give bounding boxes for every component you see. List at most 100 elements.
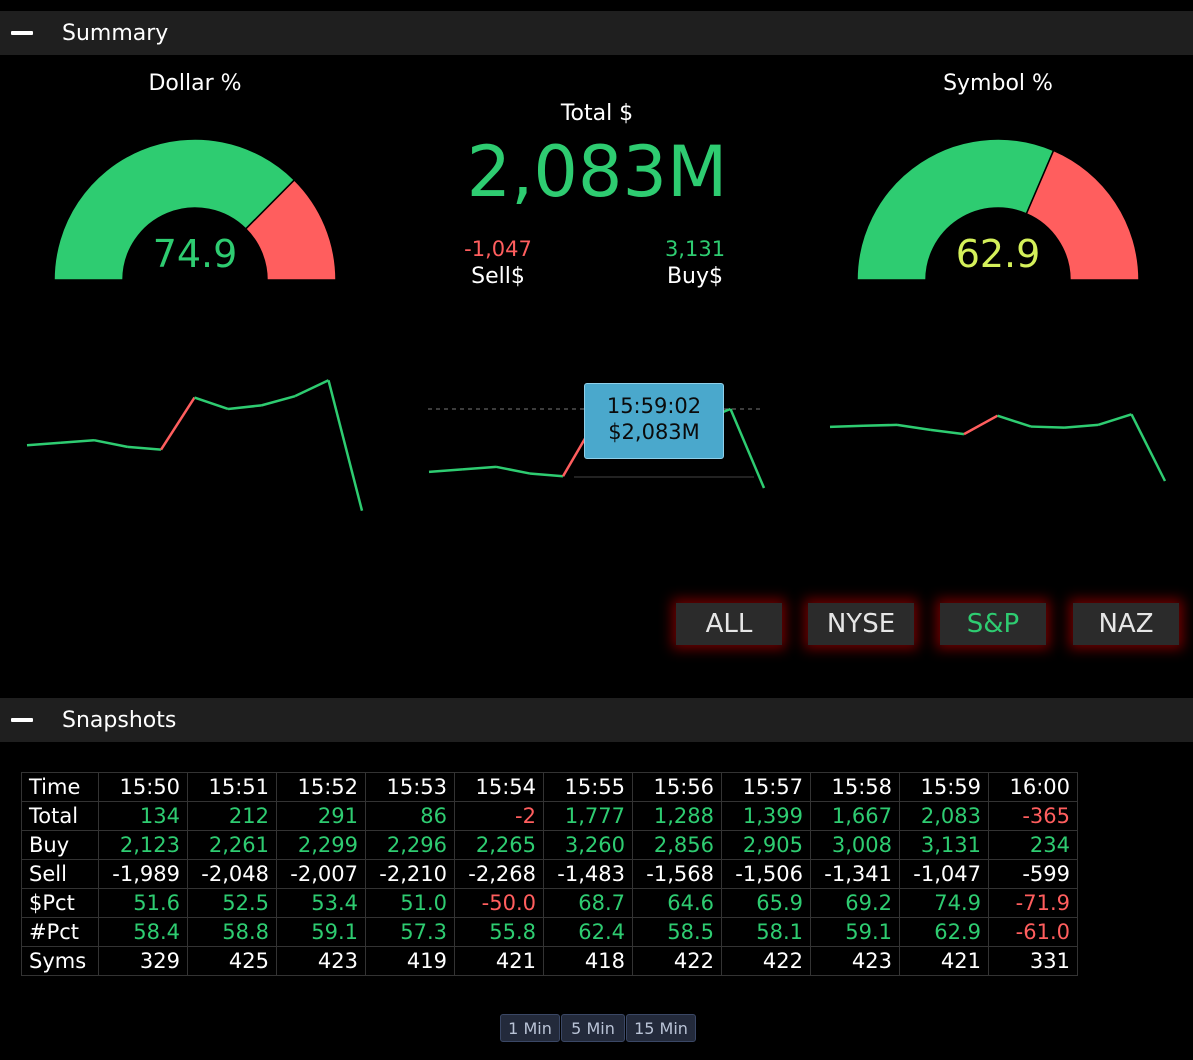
time-header-cell: 16:00	[988, 772, 1078, 802]
symbol-pct-red-arc	[1025, 149, 1140, 281]
table-cell: 1,288	[632, 801, 722, 831]
total-label: Total $	[560, 101, 634, 126]
symbol-pct-title: Symbol %	[943, 71, 1053, 96]
table-cell: 329	[98, 946, 188, 976]
symbol-pct-gauge	[856, 138, 1140, 281]
table-cell: 1,399	[721, 801, 811, 831]
dollar-pct-sparkline-segment	[261, 394, 296, 407]
table-cell: 2,296	[365, 830, 455, 860]
table-cell: 3,260	[543, 830, 633, 860]
table-row: $Pct 51.6 52.5 53.4 51.0 -50.0 68.7 64.6 65.9 69.…	[21, 888, 1078, 918]
table-cell: 64.6	[632, 888, 722, 918]
dollar-pct-sparkline-segment	[127, 445, 162, 451]
dollar-pct-sparkline-segment	[294, 379, 330, 398]
dollar-pct-sparkline-segment	[93, 438, 128, 449]
collapse-snapshots-icon[interactable]	[11, 718, 33, 722]
table-cell: 53.4	[276, 888, 366, 918]
table-cell: 58.1	[721, 917, 811, 947]
sell-value: -1,047	[464, 237, 532, 261]
table-cell: -1,506	[721, 859, 811, 889]
filter-naz-button[interactable]: NAZ	[1073, 603, 1179, 645]
symbol-pct-sparkline-segment	[829, 424, 864, 429]
table-cell: 422	[721, 946, 811, 976]
table-cell: 74.9	[899, 888, 989, 918]
table-cell: 51.6	[98, 888, 188, 918]
table-cell: -2	[454, 801, 544, 831]
interval-1min-button[interactable]: 1 Min	[500, 1014, 560, 1042]
buy-label: Buy$	[666, 264, 724, 289]
table-cell: 425	[187, 946, 277, 976]
time-header-cell: 15:53	[365, 772, 455, 802]
table-row: #Pct 58.4 58.8 59.1 57.3 55.8 62.4 58.5 58.1 59.1…	[21, 917, 1078, 947]
dollar-pct-sparkline-segment	[227, 404, 262, 411]
table-cell: 2,265	[454, 830, 544, 860]
symbol-pct-sparkline-segment	[896, 423, 931, 432]
table-row: Buy 2,123 2,261 2,299 2,296 2,265 3,260 2,856 2,…	[21, 830, 1078, 860]
table-cell: -71.9	[988, 888, 1078, 918]
table-cell: 1,777	[543, 801, 633, 831]
symbol-pct-green-arc	[856, 138, 1055, 281]
table-cell: 2,123	[98, 830, 188, 860]
table-cell: 2,299	[276, 830, 366, 860]
table-cell: 134	[98, 801, 188, 831]
symbol-pct-sparkline-segment	[863, 423, 898, 427]
symbol-pct-sparkline-segment	[997, 414, 1032, 428]
table-cell: -599	[988, 859, 1078, 889]
total-sparkline-segment	[495, 465, 530, 475]
table-cell: 59.1	[810, 917, 900, 947]
summary-header: Summary	[0, 11, 1193, 55]
time-header-cell: 15:52	[276, 772, 366, 802]
table-cell: 212	[187, 801, 277, 831]
table-cell: 3,131	[899, 830, 989, 860]
row-label: Time	[21, 772, 99, 802]
snapshots-table: Time 15:50 15:51 15:52 15:53 15:54 15:55 15:56 1…	[21, 772, 1078, 976]
table-cell: 59.1	[276, 917, 366, 947]
dollar-pct-sparkline-segment	[60, 438, 95, 444]
filter-nyse-button[interactable]: NYSE	[808, 603, 914, 645]
total-sparkline-segment	[462, 465, 497, 471]
table-cell: 68.7	[543, 888, 633, 918]
table-cell: 421	[899, 946, 989, 976]
collapse-summary-icon[interactable]	[11, 31, 33, 35]
table-cell: 3,008	[810, 830, 900, 860]
symbol-pct-sparkline-segment	[1064, 423, 1099, 429]
dollar-pct-sparkline-segment	[26, 441, 61, 447]
time-header-cell: 15:55	[543, 772, 633, 802]
table-cell: 86	[365, 801, 455, 831]
chart-tooltip: 15:59:02 $2,083M	[584, 383, 724, 459]
total-sparkline-segment	[729, 408, 766, 489]
dollar-pct-gauge	[53, 138, 337, 281]
table-cell: 58.4	[98, 917, 188, 947]
time-header-cell: 15:50	[98, 772, 188, 802]
table-cell: 65.9	[721, 888, 811, 918]
filter-sp-button[interactable]: S&P	[940, 603, 1046, 645]
tooltip-value: $2,083M	[608, 420, 700, 444]
interval-15min-button[interactable]: 15 Min	[626, 1014, 696, 1042]
interval-5min-button[interactable]: 5 Min	[561, 1014, 625, 1042]
dollar-pct-red-arc	[244, 178, 337, 281]
table-cell: -1,483	[543, 859, 633, 889]
table-cell: -2,048	[187, 859, 277, 889]
row-label: Total	[21, 801, 99, 831]
table-row: Total 134 212 291 86 -2 1,777 1,288 1,399 1,667 2,…	[21, 801, 1078, 831]
table-cell: 422	[632, 946, 722, 976]
table-cell: 291	[276, 801, 366, 831]
table-cell: 421	[454, 946, 544, 976]
table-cell: 62.4	[543, 917, 633, 947]
table-cell: -2,007	[276, 859, 366, 889]
table-cell: 55.8	[454, 917, 544, 947]
filter-all-button[interactable]: ALL	[676, 603, 782, 645]
table-cell: 423	[276, 946, 366, 976]
symbol-pct-sparkline-segment	[963, 414, 999, 436]
symbol-pct-sparkline	[829, 413, 1167, 482]
table-cell: 2,856	[632, 830, 722, 860]
dollar-pct-title: Dollar %	[148, 71, 242, 96]
table-cell: 2,905	[721, 830, 811, 860]
dollar-pct-sparkline	[26, 379, 364, 512]
time-header-cell: 15:57	[721, 772, 811, 802]
time-header-cell: 15:58	[810, 772, 900, 802]
table-cell: 423	[810, 946, 900, 976]
row-label: Buy	[21, 830, 99, 860]
symbol-pct-sparkline-segment	[1030, 425, 1065, 429]
table-cell: 1,667	[810, 801, 900, 831]
